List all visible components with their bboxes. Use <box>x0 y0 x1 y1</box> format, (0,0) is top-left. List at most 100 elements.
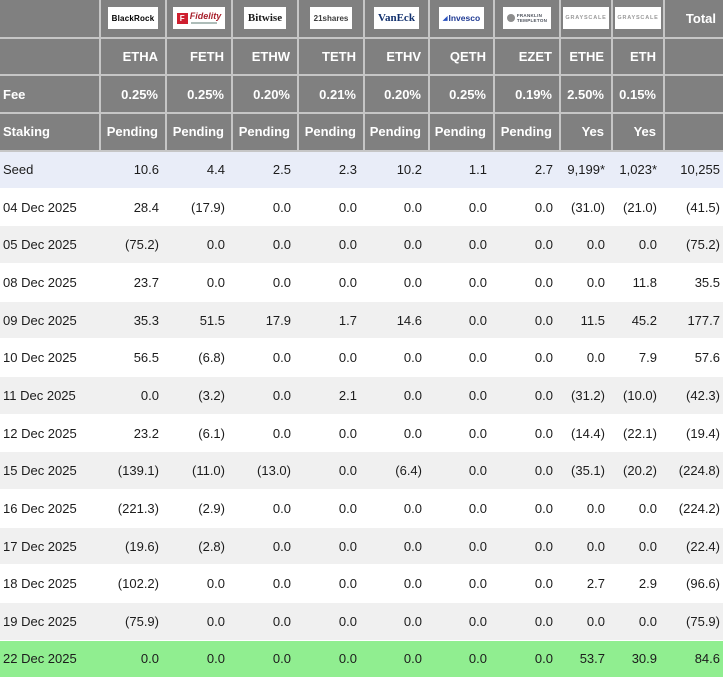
row-label: 18 Dec 2025 <box>0 564 100 603</box>
row-label: 11 Dec 2025 <box>0 376 100 415</box>
blackrock-logo: BlackRock <box>107 7 159 30</box>
flow-value-cell: 0.0 <box>560 489 612 528</box>
ticker-total-empty <box>664 37 723 77</box>
flow-value-cell: 2.9 <box>612 564 664 603</box>
flow-value-cell: (35.1) <box>560 451 612 491</box>
ticker-cell-ethe: ETHE <box>560 37 613 77</box>
flow-value-cell: 14.6 <box>364 301 429 340</box>
flow-value-cell: (13.0) <box>232 451 298 491</box>
total-value-cell: (75.9) <box>664 602 723 641</box>
provider-logo-cell: BlackRock <box>100 0 167 39</box>
flow-value-cell: 0.0 <box>494 414 560 453</box>
flow-value-cell: 2.5 <box>232 150 298 189</box>
flow-value-cell: 23.7 <box>100 263 166 302</box>
flow-value-cell: 0.0 <box>298 451 364 491</box>
flow-value-cell: 0.0 <box>429 640 494 678</box>
total-value-cell: (19.4) <box>664 414 723 453</box>
flow-value-cell: (14.4) <box>560 414 612 453</box>
staking-cell: Pending <box>166 112 233 152</box>
flow-value-cell: 2.1 <box>298 376 364 415</box>
flow-value-cell: 10.6 <box>100 150 166 189</box>
staking-cell: Pending <box>100 112 167 152</box>
flow-value-cell: 11.5 <box>560 301 612 340</box>
flow-value-cell: 0.0 <box>429 225 494 265</box>
provider-logo-cell: 21shares <box>298 0 365 39</box>
flow-value-cell: 2.7 <box>560 564 612 603</box>
bitwise-logo: Bitwise <box>243 7 287 30</box>
flow-value-cell: 0.0 <box>232 376 298 415</box>
flow-value-cell: 0.0 <box>429 564 494 603</box>
flow-value-cell: 0.0 <box>364 376 429 415</box>
flow-value-cell: 0.0 <box>364 188 429 227</box>
flow-value-cell: 0.0 <box>364 564 429 603</box>
flow-value-cell: 0.0 <box>429 414 494 453</box>
flow-value-cell: 0.0 <box>429 301 494 340</box>
flow-value-cell: 23.2 <box>100 414 166 453</box>
flow-value-cell: 0.0 <box>560 527 612 566</box>
flow-value-cell: (3.2) <box>166 376 232 415</box>
flow-value-cell: 0.0 <box>298 188 364 227</box>
row-label: 10 Dec 2025 <box>0 338 100 378</box>
staking-cell: Pending <box>232 112 299 152</box>
ticker-cell-eth: ETH <box>612 37 665 77</box>
total-value-cell: (75.2) <box>664 225 723 265</box>
flow-value-cell: 0.0 <box>298 414 364 453</box>
flow-value-cell: 0.0 <box>429 188 494 227</box>
staking-row-label: Staking <box>0 112 101 152</box>
fidelity-logo: F Fidelity <box>172 7 226 30</box>
flow-value-cell: (6.4) <box>364 451 429 491</box>
flow-value-cell: 0.0 <box>166 225 232 265</box>
flow-value-cell: 0.0 <box>364 414 429 453</box>
ticker-cell-feth: FETH <box>166 37 233 77</box>
flow-value-cell: 0.0 <box>429 602 494 641</box>
flow-value-cell: 2.3 <box>298 150 364 189</box>
total-value-cell: 57.6 <box>664 338 723 378</box>
invesco-triangle-icon: ◢ <box>442 15 448 22</box>
staking-cell: Yes <box>612 112 665 152</box>
total-value-cell: (224.8) <box>664 451 723 491</box>
fidelity-f-icon: F <box>176 12 188 24</box>
flow-value-cell: 0.0 <box>232 602 298 641</box>
total-value-cell: 84.6 <box>664 640 723 678</box>
provider-logo-cell: GRAYSCALE <box>560 0 613 39</box>
total-value-cell: 10,255 <box>664 150 723 189</box>
flow-value-cell: (31.2) <box>560 376 612 415</box>
flow-value-cell: 53.7 <box>560 640 612 678</box>
flow-value-cell: 0.0 <box>298 489 364 528</box>
flow-value-cell: (31.0) <box>560 188 612 227</box>
flow-value-cell: (6.8) <box>166 338 232 378</box>
total-value-cell: (22.4) <box>664 527 723 566</box>
total-header-cell: Total <box>664 0 723 39</box>
21shares-logo: 21shares <box>309 7 353 30</box>
flow-value-cell: 0.0 <box>494 489 560 528</box>
flow-value-cell: (102.2) <box>100 564 166 603</box>
flow-value-cell: (2.9) <box>166 489 232 528</box>
row-label: 19 Dec 2025 <box>0 602 100 641</box>
flow-value-cell: 0.0 <box>429 527 494 566</box>
flow-value-cell: 28.4 <box>100 188 166 227</box>
vaneck-logo: VanEck <box>374 7 419 30</box>
fee-cell: 0.19% <box>494 75 561 114</box>
flow-value-cell: 11.8 <box>612 263 664 302</box>
flow-value-cell: 0.0 <box>560 338 612 378</box>
flow-value-cell: 1.7 <box>298 301 364 340</box>
flow-value-cell: 0.0 <box>494 263 560 302</box>
flow-value-cell: 0.0 <box>232 564 298 603</box>
flow-value-cell: 0.0 <box>429 451 494 491</box>
flow-value-cell: 45.2 <box>612 301 664 340</box>
invesco-logo: ◢ Invesco <box>438 7 485 30</box>
flow-value-cell: 0.0 <box>494 527 560 566</box>
flow-value-cell: 0.0 <box>612 602 664 641</box>
flow-value-cell: 4.4 <box>166 150 232 189</box>
total-value-cell: 35.5 <box>664 263 723 302</box>
flow-value-cell: 0.0 <box>364 489 429 528</box>
flow-value-cell: (75.2) <box>100 225 166 265</box>
provider-logo-cell: GRAYSCALE <box>612 0 665 39</box>
flow-value-cell: 0.0 <box>364 527 429 566</box>
row-label: 22 Dec 2025 <box>0 640 100 678</box>
flow-value-cell: 0.0 <box>494 602 560 641</box>
flow-value-cell: 1.1 <box>429 150 494 189</box>
fee-total-empty <box>664 75 723 114</box>
fee-cell: 0.20% <box>364 75 430 114</box>
